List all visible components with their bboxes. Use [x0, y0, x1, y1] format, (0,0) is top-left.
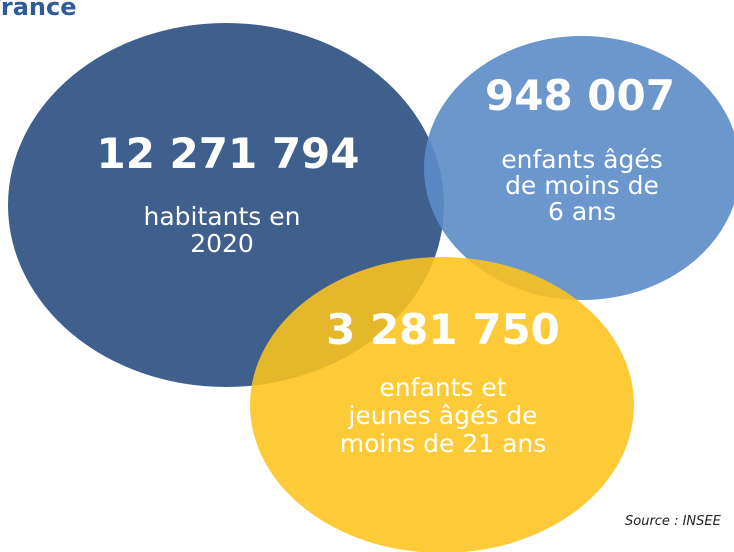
caption: enfants âgés [501, 145, 663, 174]
circle-under-6 [424, 36, 734, 300]
figure: 12 271 794 [96, 129, 359, 178]
caption: moins de 21 ans [340, 429, 547, 458]
caption: enfants et [379, 373, 506, 402]
caption: jeunes âgés de [347, 401, 537, 430]
title: France [0, 0, 76, 21]
source: Source : INSEE [625, 514, 722, 529]
circle-under-21 [250, 257, 634, 552]
caption: 6 ans [548, 197, 616, 226]
figure: 948 007 [485, 71, 675, 120]
caption: 2020 [190, 229, 254, 258]
caption: de moins de [505, 171, 659, 200]
caption: habitants en [144, 202, 301, 231]
figure: 3 281 750 [326, 305, 560, 354]
